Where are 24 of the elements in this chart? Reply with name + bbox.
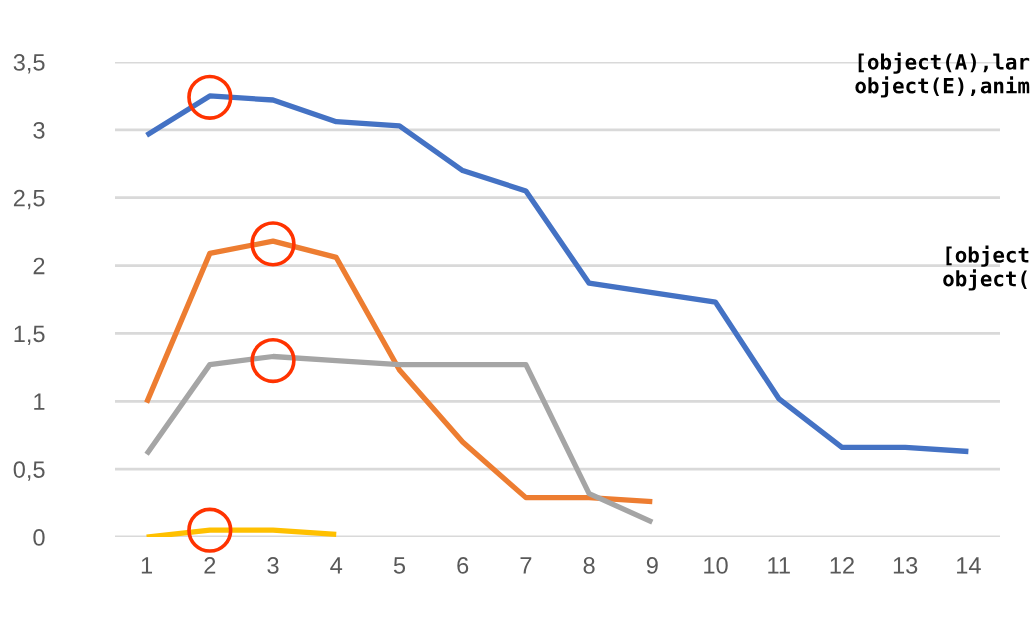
x-tick-label: 2 <box>204 557 216 574</box>
x-tick-label: 4 <box>330 557 343 574</box>
x-tick-label: 3 <box>267 557 279 574</box>
x-tick-label: 13 <box>893 557 918 574</box>
annotation: [object(A),lar object(E),anim <box>855 52 1030 98</box>
y-tick-label: 1,5 <box>14 325 45 346</box>
annotation: [object object( <box>943 245 1029 291</box>
x-tick-label: 1 <box>141 557 153 574</box>
x-tick-label: 11 <box>768 557 790 574</box>
y-tick-label: 0,5 <box>13 461 45 481</box>
x-tick-label: 10 <box>704 557 728 574</box>
x-tick-label: 6 <box>457 557 469 574</box>
y-tick-label: 1 <box>34 393 45 410</box>
y-tick-label: 3 <box>33 121 45 139</box>
x-tick-label: 14 <box>957 557 981 574</box>
y-tick-label: 0 <box>33 529 45 546</box>
x-tick-label: 5 <box>393 557 406 574</box>
x-tick-label: 9 <box>646 557 658 574</box>
y-tick-label: 2 <box>33 257 45 275</box>
x-tick-label: 7 <box>520 557 532 574</box>
x-tick-label: 12 <box>830 557 854 574</box>
x-tick-label: 8 <box>583 557 595 574</box>
y-tick-label: 3,5 <box>13 54 45 74</box>
y-tick-label: 2,5 <box>13 189 45 210</box>
